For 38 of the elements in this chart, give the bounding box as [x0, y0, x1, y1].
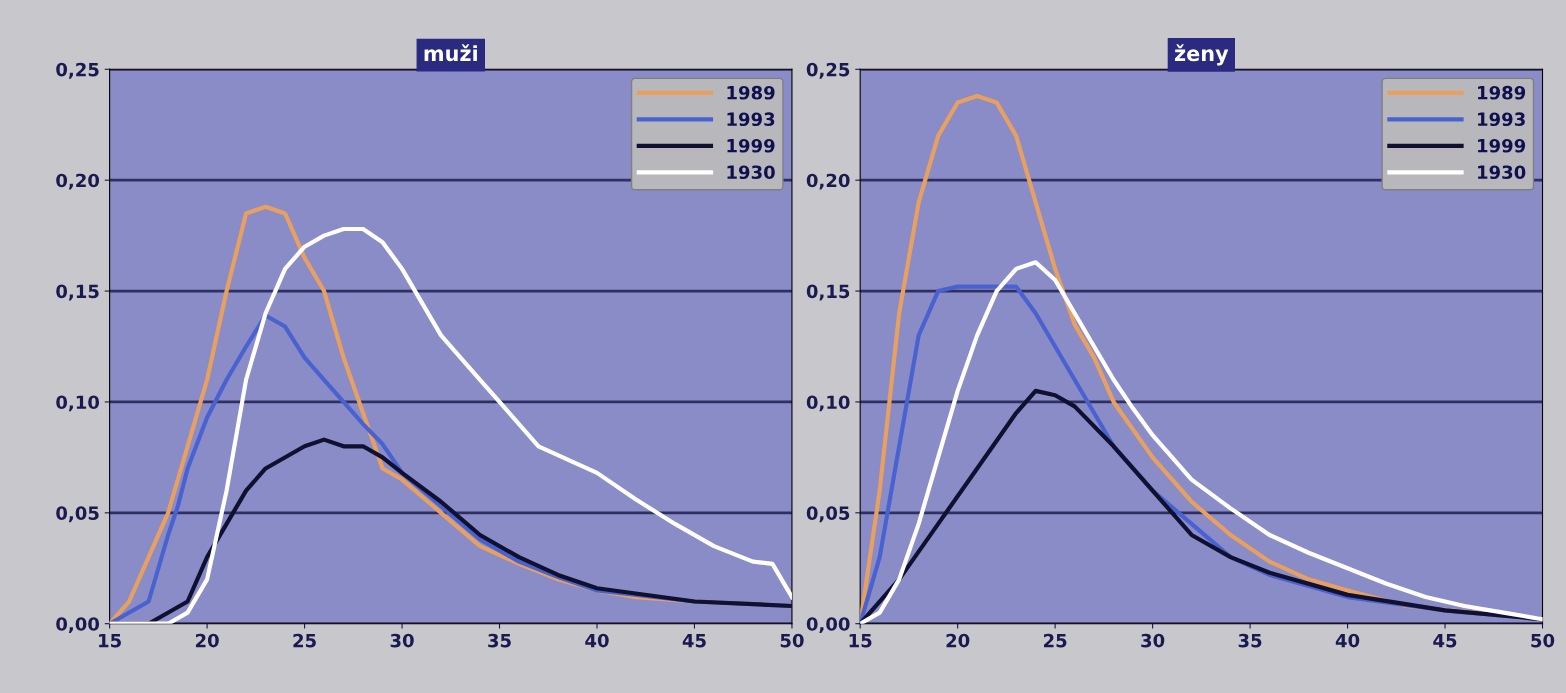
x-tick-label: 20: [195, 633, 219, 648]
legend-label: 1930: [727, 165, 775, 180]
y-tick-label: 0,10: [806, 395, 850, 412]
x-tick-label: 45: [1433, 633, 1457, 648]
x-tick-label: 20: [946, 633, 970, 648]
y-tick-label: 0,25: [806, 62, 850, 79]
legend-label: 1999: [1478, 138, 1526, 153]
x-tick-label: 25: [1044, 633, 1067, 648]
x-tick-label: 40: [585, 633, 609, 648]
x-tick-label: 15: [99, 633, 121, 648]
legend-label: 1993: [727, 112, 775, 127]
legend-label: 1989: [1478, 85, 1526, 100]
x-tick-label: 15: [849, 633, 872, 648]
y-tick-label: 0,15: [806, 284, 850, 301]
x-tick-label: 45: [682, 633, 706, 648]
chart-title: muži: [424, 44, 477, 62]
y-tick-label: 0,00: [806, 617, 850, 634]
legend-label: 1993: [1478, 112, 1525, 127]
y-tick-label: 0,20: [56, 173, 100, 190]
x-tick-label: 25: [293, 633, 316, 648]
x-tick-label: 35: [1238, 633, 1262, 648]
y-tick-label: 0,10: [56, 395, 100, 412]
x-tick-label: 50: [780, 633, 804, 648]
y-tick-label: 0,25: [56, 62, 99, 79]
y-tick-label: 0,20: [806, 173, 850, 190]
x-tick-label: 40: [1335, 633, 1360, 648]
y-tick-label: 0,05: [806, 506, 850, 523]
y-tick-label: 0,15: [56, 284, 99, 301]
x-tick-label: 30: [1141, 633, 1165, 648]
x-tick-label: 50: [1531, 633, 1555, 648]
y-tick-label: 0,05: [56, 506, 99, 523]
legend-label: 1989: [727, 85, 775, 100]
y-tick-label: 0,00: [56, 617, 100, 634]
chart-title: ženy: [1174, 44, 1229, 66]
x-tick-label: 30: [390, 633, 414, 648]
legend-label: 1930: [1478, 165, 1526, 180]
legend-label: 1999: [727, 138, 775, 153]
x-tick-label: 35: [488, 633, 511, 648]
